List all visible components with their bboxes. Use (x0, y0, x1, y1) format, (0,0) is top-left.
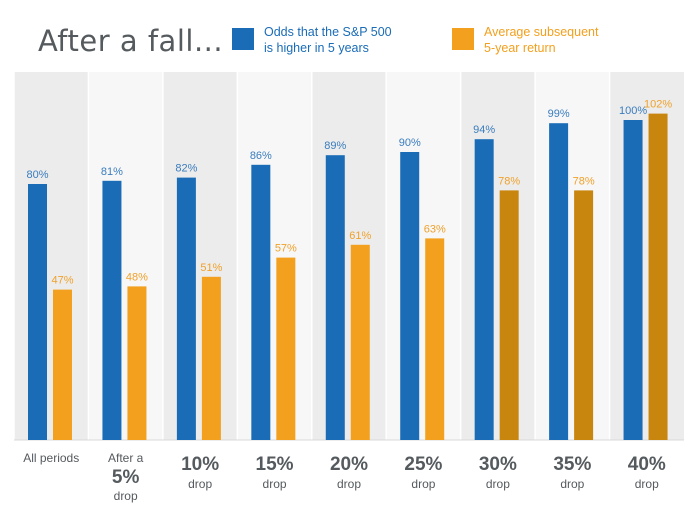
bar-odds (474, 139, 494, 440)
category-label-main: 5% (112, 467, 140, 488)
category-label-main: 35% (553, 454, 591, 475)
legend-label-odds-line1: Odds that the S&P 500 (264, 25, 392, 39)
category-label-main: 10% (181, 454, 219, 475)
category-label-top: After a (108, 451, 144, 465)
category-label-main: 30% (479, 454, 517, 475)
bar-return (53, 289, 72, 440)
category-label-bottom: drop (114, 489, 138, 503)
category-label-bottom: drop (188, 477, 212, 491)
bar-odds (102, 180, 122, 441)
category-label-bottom: drop (337, 477, 361, 491)
column-band (609, 72, 684, 440)
data-label-return: 47% (51, 275, 73, 287)
column-band (460, 72, 536, 440)
column-band (14, 72, 89, 440)
bar-return (350, 244, 370, 440)
category-label-bottom: drop (411, 477, 435, 491)
chart-title: After a fall... (38, 24, 224, 58)
category-label-bottom: drop (263, 477, 287, 491)
bar-odds (28, 184, 47, 440)
data-label-odds: 86% (250, 150, 272, 162)
data-label-odds: 80% (26, 169, 48, 181)
category-label-bottom: drop (635, 477, 659, 491)
bar-return (648, 113, 668, 440)
category-label-bottom: drop (560, 477, 584, 491)
legend-item-odds: Odds that the S&P 500 is higher in 5 yea… (232, 24, 392, 56)
category-label-main: 20% (330, 454, 368, 475)
bar-return (201, 276, 221, 440)
data-label-odds: 82% (175, 163, 197, 175)
bar-odds (400, 152, 420, 440)
column-band (535, 72, 610, 440)
data-label-return: 78% (573, 175, 595, 187)
bar-return (276, 257, 296, 440)
legend-label-return: Average subsequent 5-year return (484, 24, 598, 56)
data-label-return: 51% (200, 262, 222, 274)
data-label-odds: 100% (619, 105, 647, 117)
bar-odds (549, 123, 569, 440)
bar-return (425, 238, 445, 440)
bar-return (499, 190, 519, 440)
bar-odds (623, 120, 643, 440)
data-label-odds: 99% (548, 108, 570, 120)
category-label-bottom: drop (486, 477, 510, 491)
bar-odds (176, 177, 196, 440)
legend-label-odds: Odds that the S&P 500 is higher in 5 yea… (264, 24, 392, 56)
data-label-odds: 81% (101, 166, 123, 178)
legend-swatch-odds (232, 28, 254, 50)
category-label-main: 15% (256, 454, 294, 475)
data-label-return: 57% (275, 243, 297, 255)
data-label-return: 48% (126, 271, 148, 283)
legend-swatch-return (452, 28, 474, 50)
data-label-return: 78% (498, 175, 520, 187)
bar-odds (325, 155, 345, 440)
legend-label-odds-line2: is higher in 5 years (264, 41, 369, 55)
column-band (162, 72, 238, 440)
category-label-main: 25% (404, 454, 442, 475)
legend-label-return-line2: 5-year return (484, 41, 556, 55)
legend-label-return-line1: Average subsequent (484, 25, 599, 39)
column-band (237, 72, 312, 440)
bar-return (574, 190, 594, 440)
bar-odds (251, 164, 271, 441)
data-label-return: 61% (349, 230, 371, 242)
column-band (88, 72, 163, 440)
bar-return (127, 286, 147, 440)
data-label-return: 63% (424, 223, 446, 235)
column-band (311, 72, 387, 440)
data-label-odds: 89% (324, 140, 346, 152)
column-band (386, 72, 461, 440)
category-label-main: All periods (23, 451, 79, 465)
category-label-main: 40% (628, 454, 666, 475)
data-label-return: 102% (644, 99, 672, 111)
legend-item-return: Average subsequent 5-year return (452, 24, 598, 56)
data-label-odds: 90% (399, 137, 421, 149)
data-label-odds: 94% (473, 124, 495, 136)
